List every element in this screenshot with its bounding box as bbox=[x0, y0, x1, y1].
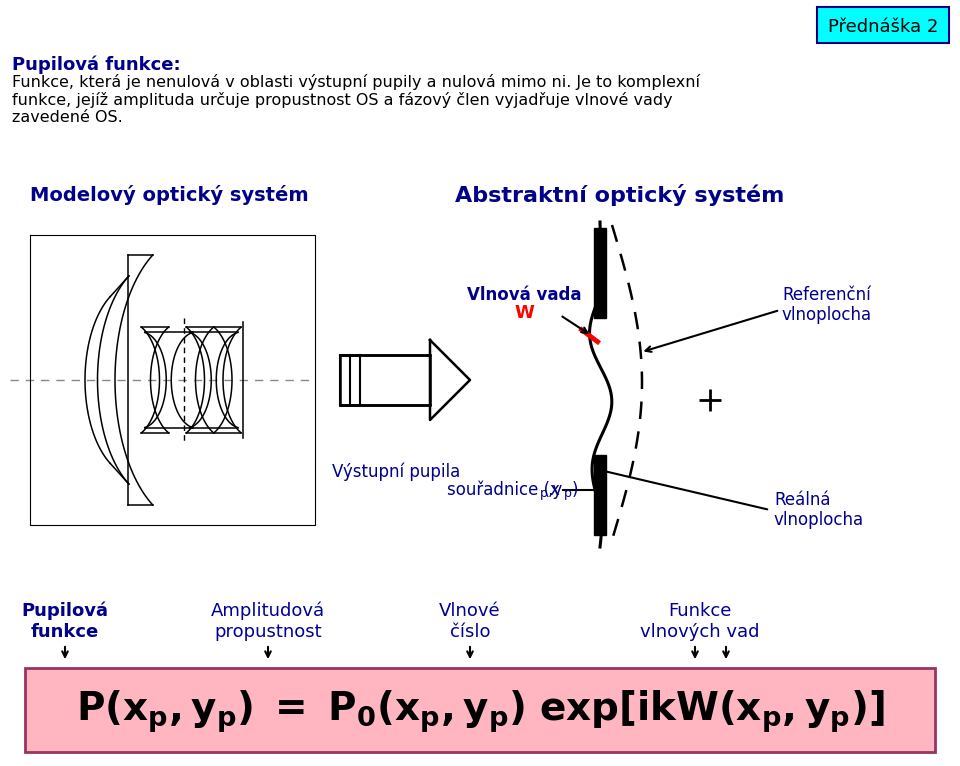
Text: p: p bbox=[564, 487, 572, 500]
Text: souřadnice (x: souřadnice (x bbox=[447, 481, 560, 499]
Polygon shape bbox=[430, 340, 470, 420]
FancyBboxPatch shape bbox=[25, 668, 935, 752]
Text: Funkce, která je nenulová v oblasti výstupní pupily a nulová mimo ni. Je to komp: Funkce, která je nenulová v oblasti výst… bbox=[12, 74, 700, 90]
Bar bbox=[594, 455, 606, 535]
Text: funkce, jejíž amplituda určuje propustnost OS a fázový člen vyjadřuje vlnové vad: funkce, jejíž amplituda určuje propustno… bbox=[12, 92, 673, 108]
Text: W: W bbox=[514, 304, 534, 322]
Text: p: p bbox=[540, 487, 548, 500]
Text: zavedené OS.: zavedené OS. bbox=[12, 110, 123, 125]
FancyBboxPatch shape bbox=[817, 7, 949, 43]
Text: Výstupní pupila: Výstupní pupila bbox=[332, 463, 460, 481]
Text: Vlnová vada: Vlnová vada bbox=[467, 286, 581, 304]
Bar bbox=[594, 228, 606, 318]
Text: $\mathbf{P(x_p,y_p)\ =\ P_0(x_p,y_p)\ exp[ikW(x_p,y_p)]}$: $\mathbf{P(x_p,y_p)\ =\ P_0(x_p,y_p)\ ex… bbox=[76, 689, 884, 735]
Polygon shape bbox=[340, 355, 430, 405]
Text: Reálná
vlnoplocha: Reálná vlnoplocha bbox=[774, 490, 864, 529]
Text: Funkce
vlnových vad: Funkce vlnových vad bbox=[640, 602, 759, 641]
Text: Abstraktní optický systém: Abstraktní optický systém bbox=[455, 184, 784, 206]
Text: Pupilová funkce:: Pupilová funkce: bbox=[12, 55, 180, 74]
Text: Referenční
vlnoplocha: Referenční vlnoplocha bbox=[782, 286, 872, 324]
Text: Vlnové
číslo: Vlnové číslo bbox=[439, 602, 501, 641]
Text: ,y: ,y bbox=[548, 481, 564, 499]
Text: Modelový optický systém: Modelový optický systém bbox=[30, 185, 308, 205]
Text: Pupilová
funkce: Pupilová funkce bbox=[21, 602, 108, 641]
Text: Amplitudová
propustnost: Amplitudová propustnost bbox=[211, 602, 325, 641]
Text: Přednáška 2: Přednáška 2 bbox=[828, 18, 938, 36]
Text: ): ) bbox=[572, 481, 579, 499]
